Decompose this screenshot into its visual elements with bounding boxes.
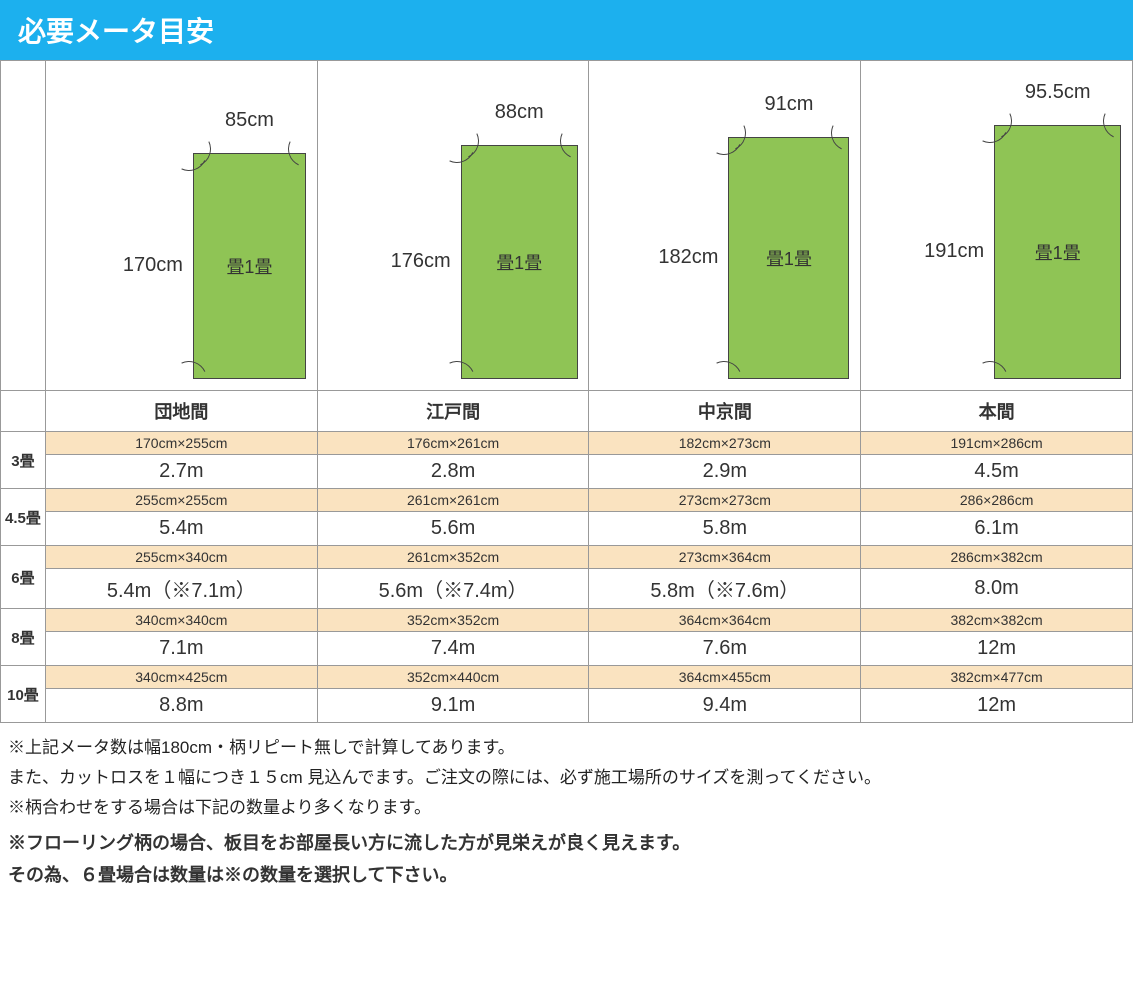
dim-cell: 382cm×382cm <box>861 609 1133 632</box>
tatami-rect: 畳1畳 <box>461 145 578 379</box>
column-names-row: 団地間 江戸間 中京間 本間 <box>1 391 1133 432</box>
diagram-rowhead-blank <box>1 61 46 391</box>
note-bold-0: ※フローリング柄の場合、板目をお部屋長い方に流した方が見栄えが良く見えます。 <box>8 828 1125 860</box>
dim-cell: 382cm×477cm <box>861 666 1133 689</box>
diagram-row: 畳1畳 85cm 170cm 畳1畳 88cm 176cm 畳1畳 91cm 182cm 畳… <box>1 61 1133 391</box>
col-name-3: 本間 <box>861 391 1133 432</box>
diagram-cell-2: 畳1畳 91cm 182cm <box>589 61 861 391</box>
name-rowhead-blank <box>1 391 46 432</box>
height-label: 182cm <box>589 246 718 269</box>
dim-cell: 364cm×364cm <box>589 609 861 632</box>
value-cell: 2.8m <box>317 455 589 489</box>
row-label: 8畳 <box>1 609 46 666</box>
notes-bold-block: ※フローリング柄の場合、板目をお部屋長い方に流した方が見栄えが良く見えます。 そ… <box>0 822 1133 891</box>
width-label: 88cm <box>461 101 578 124</box>
value-cell: 5.8m <box>589 512 861 546</box>
note-bold-1: その為、６畳場合は数量は※の数量を選択して下さい。 <box>8 860 1125 892</box>
dim-cell: 352cm×440cm <box>317 666 589 689</box>
value-cell: 8.8m <box>45 689 317 723</box>
value-cell: 5.6m（※7.4m） <box>317 569 589 609</box>
height-label: 176cm <box>318 250 451 273</box>
dim-cell: 182cm×273cm <box>589 432 861 455</box>
dim-cell: 191cm×286cm <box>861 432 1133 455</box>
value-cell: 5.8m（※7.6m） <box>589 569 861 609</box>
dim-cell: 340cm×425cm <box>45 666 317 689</box>
dim-cell: 273cm×364cm <box>589 546 861 569</box>
tatami-rect: 畳1畳 <box>728 137 849 379</box>
height-label: 170cm <box>46 254 183 277</box>
tatami-table: 畳1畳 85cm 170cm 畳1畳 88cm 176cm 畳1畳 91cm 182cm 畳… <box>0 60 1133 723</box>
value-cell: 2.7m <box>45 455 317 489</box>
dim-cell: 286×286cm <box>861 489 1133 512</box>
dim-cell: 261cm×261cm <box>317 489 589 512</box>
row-label: 6畳 <box>1 546 46 609</box>
value-cell: 9.4m <box>589 689 861 723</box>
dim-cell: 352cm×352cm <box>317 609 589 632</box>
dim-cell: 286cm×382cm <box>861 546 1133 569</box>
diagram-cell-1: 畳1畳 88cm 176cm <box>317 61 589 391</box>
row-label: 3畳 <box>1 432 46 489</box>
dim-cell: 261cm×352cm <box>317 546 589 569</box>
value-cell: 4.5m <box>861 455 1133 489</box>
width-label: 85cm <box>193 109 306 132</box>
value-cell: 7.6m <box>589 632 861 666</box>
value-cell: 5.4m（※7.1m） <box>45 569 317 609</box>
notes-block: ※上記メータ数は幅180cm・柄リピート無しで計算してあります。 また、カットロ… <box>0 723 1133 822</box>
page-title: 必要メータ目安 <box>0 0 1133 60</box>
dim-cell: 255cm×255cm <box>45 489 317 512</box>
value-cell: 12m <box>861 632 1133 666</box>
value-cell: 12m <box>861 689 1133 723</box>
value-cell: 8.0m <box>861 569 1133 609</box>
value-cell: 5.6m <box>317 512 589 546</box>
width-label: 91cm <box>728 93 849 116</box>
note-line-1: また、カットロスを１幅につき１５cm 見込んでます。ご注文の際には、必ず施工場所… <box>8 763 1125 793</box>
dim-cell: 364cm×455cm <box>589 666 861 689</box>
value-cell: 7.4m <box>317 632 589 666</box>
diagram-cell-0: 畳1畳 85cm 170cm <box>45 61 317 391</box>
value-cell: 5.4m <box>45 512 317 546</box>
value-cell: 7.1m <box>45 632 317 666</box>
value-cell: 9.1m <box>317 689 589 723</box>
tatami-rect: 畳1畳 <box>994 125 1121 379</box>
dim-cell: 170cm×255cm <box>45 432 317 455</box>
height-label: 191cm <box>861 240 984 263</box>
dim-cell: 255cm×340cm <box>45 546 317 569</box>
dim-cell: 176cm×261cm <box>317 432 589 455</box>
value-cell: 2.9m <box>589 455 861 489</box>
width-label: 95.5cm <box>994 81 1121 104</box>
tatami-rect: 畳1畳 <box>193 153 306 379</box>
row-label: 4.5畳 <box>1 489 46 546</box>
dim-cell: 340cm×340cm <box>45 609 317 632</box>
value-cell: 6.1m <box>861 512 1133 546</box>
dim-cell: 273cm×273cm <box>589 489 861 512</box>
row-label: 10畳 <box>1 666 46 723</box>
col-name-0: 団地間 <box>45 391 317 432</box>
note-line-0: ※上記メータ数は幅180cm・柄リピート無しで計算してあります。 <box>8 733 1125 763</box>
note-line-2: ※柄合わせをする場合は下記の数量より多くなります。 <box>8 793 1125 823</box>
diagram-cell-3: 畳1畳 95.5cm 191cm <box>861 61 1133 391</box>
